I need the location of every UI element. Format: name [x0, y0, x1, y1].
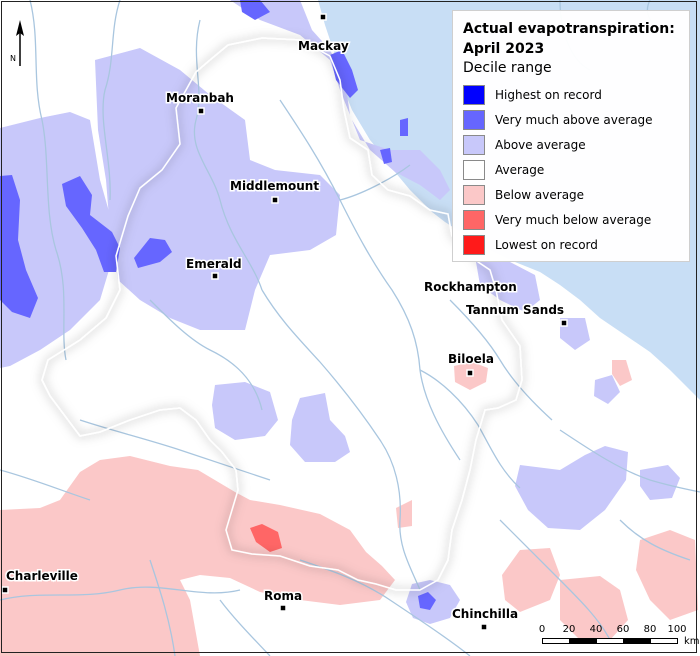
- svg-text:Roma: Roma: [264, 589, 302, 603]
- place-charleville[interactable]: Charleville: [1, 568, 79, 594]
- place-emerald[interactable]: Emerald: [185, 256, 243, 280]
- svg-text:Moranbah: Moranbah: [166, 91, 234, 105]
- legend-title-line2: April 2023: [463, 41, 545, 57]
- legend-swatch: [463, 109, 485, 130]
- legend-swatch: [463, 234, 485, 255]
- place-chinchilla[interactable]: Chinchilla: [451, 606, 520, 631]
- scale-tick-label: 80: [643, 624, 657, 635]
- svg-text:Middlemount: Middlemount: [230, 179, 319, 193]
- svg-text:Mackay: Mackay: [298, 39, 349, 53]
- legend-label: Highest on record: [495, 87, 602, 102]
- scale-segment: [542, 638, 570, 644]
- very-much-below-average-area: [250, 524, 282, 552]
- legend: Actual evapotranspiration: April 2023 De…: [452, 10, 690, 262]
- very-much-above-average-areas: [0, 0, 436, 610]
- place-middlemount[interactable]: Middlemount: [229, 178, 321, 204]
- legend-item: Lowest on record: [463, 232, 679, 257]
- scale-tick-label: 100: [667, 624, 687, 635]
- svg-text:Emerald: Emerald: [186, 257, 242, 271]
- north-arrow-label: N: [10, 54, 16, 63]
- scale-segment: [569, 638, 597, 644]
- legend-item: Below average: [463, 182, 679, 207]
- place-tannum-sands[interactable]: Tannum Sands: [465, 302, 568, 327]
- legend-label: Very much below average: [495, 212, 652, 227]
- legend-swatch: [463, 184, 485, 205]
- legend-subtitle: Decile range: [463, 60, 552, 76]
- scale-segment: [623, 638, 651, 644]
- svg-text:Chinchilla: Chinchilla: [452, 607, 518, 621]
- place-rockhampton[interactable]: Rockhampton: [423, 279, 519, 296]
- legend-label: Lowest on record: [495, 237, 598, 252]
- scale-bar: km 0 20 40 60 80 100: [536, 624, 700, 652]
- legend-label: Very much above average: [495, 112, 653, 127]
- scale-tick-label: 0: [538, 624, 546, 635]
- scale-tick-label: 60: [616, 624, 630, 635]
- place-biloela[interactable]: Biloela: [447, 351, 495, 377]
- svg-text:Biloela: Biloela: [448, 352, 494, 366]
- scale-unit: km: [684, 636, 700, 647]
- legend-item: Very much below average: [463, 207, 679, 232]
- svg-text:Tannum Sands: Tannum Sands: [466, 303, 564, 317]
- legend-label: Below average: [495, 187, 585, 202]
- legend-item: Very much above average: [463, 107, 679, 132]
- svg-text:Charleville: Charleville: [6, 569, 78, 583]
- legend-label: Average: [495, 162, 545, 177]
- legend-item: Average: [463, 157, 679, 182]
- legend-swatch: [463, 134, 485, 155]
- scale-segment: [596, 638, 624, 644]
- scale-tick-label: 40: [589, 624, 603, 635]
- legend-swatch: [463, 84, 485, 105]
- legend-title-line1: Actual evapotranspiration:: [463, 21, 675, 37]
- svg-text:Rockhampton: Rockhampton: [424, 280, 517, 294]
- place-moranbah[interactable]: Moranbah: [165, 90, 235, 115]
- place-mackay[interactable]: Mackay: [297, 13, 350, 55]
- basin-outline: [41, 37, 523, 591]
- legend-swatch: [463, 209, 485, 230]
- legend-item: Above average: [463, 132, 679, 157]
- north-arrow-icon: [16, 20, 24, 66]
- legend-swatch: [463, 159, 485, 180]
- scale-segment: [650, 638, 678, 644]
- legend-item: Highest on record: [463, 82, 679, 107]
- legend-label: Above average: [495, 137, 586, 152]
- scale-tick-label: 20: [562, 624, 576, 635]
- place-roma[interactable]: Roma: [263, 588, 304, 612]
